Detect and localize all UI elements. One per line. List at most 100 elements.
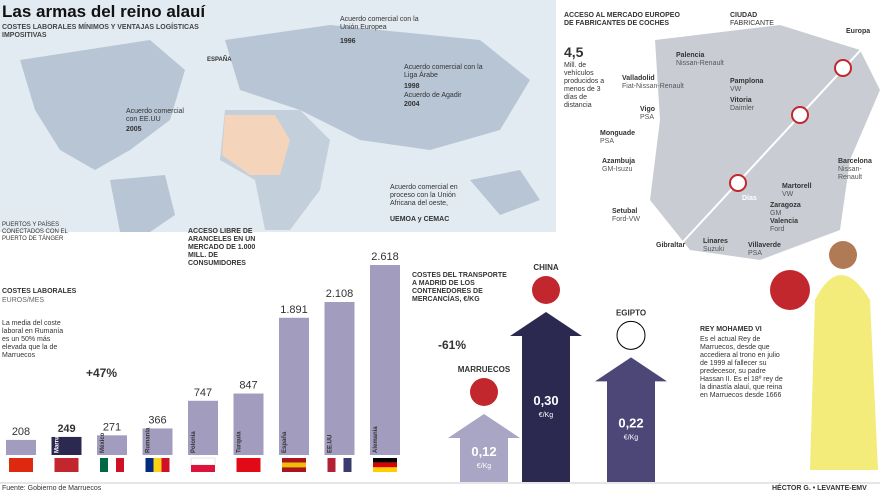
africa-label: Acuerdo comercial en proceso con la Unió… [390, 184, 458, 207]
value-label: 0,22 [618, 416, 643, 431]
city-name: Palencia [676, 52, 705, 59]
flag [282, 458, 306, 463]
usa-label: Acuerdo comercial con EE.UU [126, 108, 184, 123]
agadir-year: 2004 [404, 101, 420, 108]
value-label: 1.891 [280, 304, 308, 316]
category-label: MARRUECOS [458, 365, 511, 374]
flag [373, 462, 397, 468]
city-name: Villaverde [748, 242, 781, 249]
category-label: España [282, 431, 288, 453]
bar [324, 302, 355, 455]
gibraltar-label: Gibraltar [656, 242, 686, 249]
flag [373, 458, 397, 463]
city-maker: PSA [600, 138, 615, 145]
city-name: Valladolid [622, 75, 655, 82]
flag [116, 458, 124, 472]
category-label: México [100, 432, 106, 453]
value-label: 2.108 [326, 288, 354, 300]
flag [236, 458, 261, 472]
day-marker [834, 59, 852, 77]
arab-year: 1998 [404, 83, 420, 90]
chart2-annotation: -61% [438, 338, 467, 352]
city-maker: Ford [770, 226, 785, 233]
flag [108, 458, 116, 472]
flag [282, 467, 306, 472]
city-name: Setubal [612, 208, 638, 215]
cars-legend: CIUDAD [730, 12, 758, 19]
days-label: Días [742, 195, 757, 202]
city-maker: GM [770, 210, 782, 217]
cars-big-text: Mill. de vehículos producidos a menos de… [564, 62, 605, 109]
chart2-title: COSTES DEL TRANSPORTE A MADRID DE LOS CO… [412, 272, 507, 303]
category-label: EGIPTO [616, 308, 646, 317]
value-label: 208 [12, 426, 30, 438]
value-label: 249 [57, 423, 75, 435]
europe-label: Europa [846, 28, 871, 35]
morocco-flag [770, 270, 810, 310]
bar [279, 317, 309, 455]
source: Fuente: Gobierno de Marruecos [2, 485, 102, 492]
city-name: Valencia [770, 218, 799, 225]
unit-label: €/Kg [539, 412, 554, 419]
flag [373, 467, 397, 472]
city-maker: Suzuki [703, 246, 725, 253]
category-label: Turquía [237, 431, 243, 453]
city-maker: Daimler [730, 105, 755, 112]
title: Las armas del reino alauí [2, 2, 206, 21]
bar [188, 400, 218, 455]
spain-map [650, 25, 880, 260]
category-label: Alemania [373, 426, 379, 453]
eu-label: Acuerdo comercial con la Unión Europea [340, 16, 419, 31]
day-marker [791, 106, 809, 124]
king-figure [810, 275, 878, 470]
cars-big: 4,5 [564, 44, 584, 60]
bar [97, 435, 127, 455]
city-maker: PSA [748, 250, 763, 257]
city-name: Vigo [640, 106, 656, 113]
king-text: Es el actual Rey de Marruecos, desde que… [700, 336, 783, 399]
value-label: 366 [148, 414, 166, 426]
city-name: Zaragoza [770, 202, 801, 209]
flag [532, 276, 560, 304]
city-maker: GM-Isuzu [602, 166, 633, 173]
cars-legend2: FABRICANTE [730, 20, 774, 27]
city-maker: PSA [640, 114, 655, 121]
day-marker [729, 174, 747, 192]
chart1-title: COSTES LABORALES [2, 288, 77, 295]
arrow [510, 312, 582, 482]
arrow [595, 357, 667, 482]
city-name: Azambuja [602, 158, 636, 165]
bar [51, 436, 82, 455]
chart1-annotation: +47% [86, 366, 118, 380]
category-label: EE.UU [328, 435, 334, 453]
city-name: Linares [703, 238, 728, 245]
usa-year: 2005 [126, 126, 142, 133]
flag [145, 458, 154, 472]
flag [161, 458, 170, 472]
city-maker: Nissan-Renault [838, 166, 863, 181]
category-label: Marruecos [55, 422, 61, 453]
city-maker: Fiat-Nissan-Renault [622, 83, 684, 90]
flag [153, 458, 162, 472]
arab-label: Acuerdo comercial con la Liga Árabe [404, 64, 483, 79]
spain-label: ESPAÑA [207, 57, 232, 63]
flag [54, 458, 79, 472]
eu-year: 1996 [340, 38, 356, 45]
city-name: Pamplona [730, 78, 764, 85]
australia [470, 170, 540, 215]
king-head [829, 241, 857, 269]
cars-title: ACCESO AL MERCADO EUROPEO DE FABRICANTES… [564, 12, 680, 27]
arrow [448, 414, 520, 482]
value-label: 0,30 [533, 393, 558, 408]
unit-label: €/Kg [477, 463, 492, 470]
category-label: CHINA [533, 263, 559, 272]
africa-label2: UEMOA y CEMAC [390, 216, 450, 223]
south-america [110, 175, 175, 232]
bar [142, 428, 173, 455]
value-label: 2.618 [371, 251, 399, 263]
flag [100, 458, 108, 472]
flag [190, 457, 216, 466]
value-label: 0,12 [471, 444, 496, 459]
subtitle: COSTES LABORALES MÍNIMOS Y VENTAJAS LOGÍ… [2, 24, 199, 39]
